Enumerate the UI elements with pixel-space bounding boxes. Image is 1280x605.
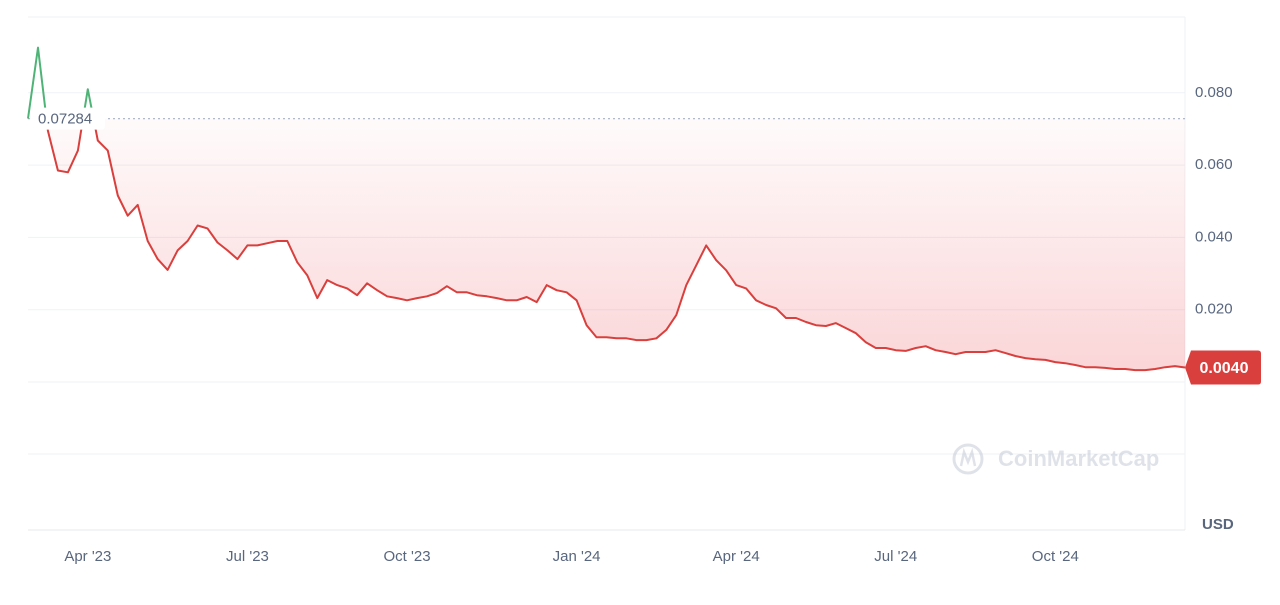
y-tick-label: 0.040 [1195, 228, 1233, 245]
y-tick-label: 0.060 [1195, 156, 1233, 173]
x-tick-label: Jan '24 [553, 548, 601, 565]
current-price-label: 0.0040 [1200, 360, 1249, 377]
x-tick-label: Oct '23 [383, 548, 430, 565]
current-price-badge [1185, 350, 1261, 385]
y-tick-label: 0.020 [1195, 301, 1233, 318]
x-tick-label: Jul '24 [874, 548, 917, 565]
area-below-reference [46, 118, 1185, 371]
marks [27, 46, 1186, 372]
x-tick-label: Apr '24 [713, 548, 760, 565]
watermark-logo [952, 443, 984, 475]
watermark-logo-mark [959, 447, 977, 467]
x-tick-label: Jul '23 [226, 548, 269, 565]
reference-label-bg [33, 107, 105, 130]
watermark-group: CoinMarketCap [952, 443, 1159, 475]
price-line [45, 118, 1186, 372]
watermark: CoinMarketCap [998, 446, 1159, 471]
y-tick-label: 0.080 [1195, 84, 1233, 101]
x-tick-label: Apr '23 [64, 548, 111, 565]
reference-label: 0.07284 [38, 111, 92, 128]
y-unit: USD [1202, 516, 1234, 533]
x-tick-label: Oct '24 [1032, 548, 1079, 565]
